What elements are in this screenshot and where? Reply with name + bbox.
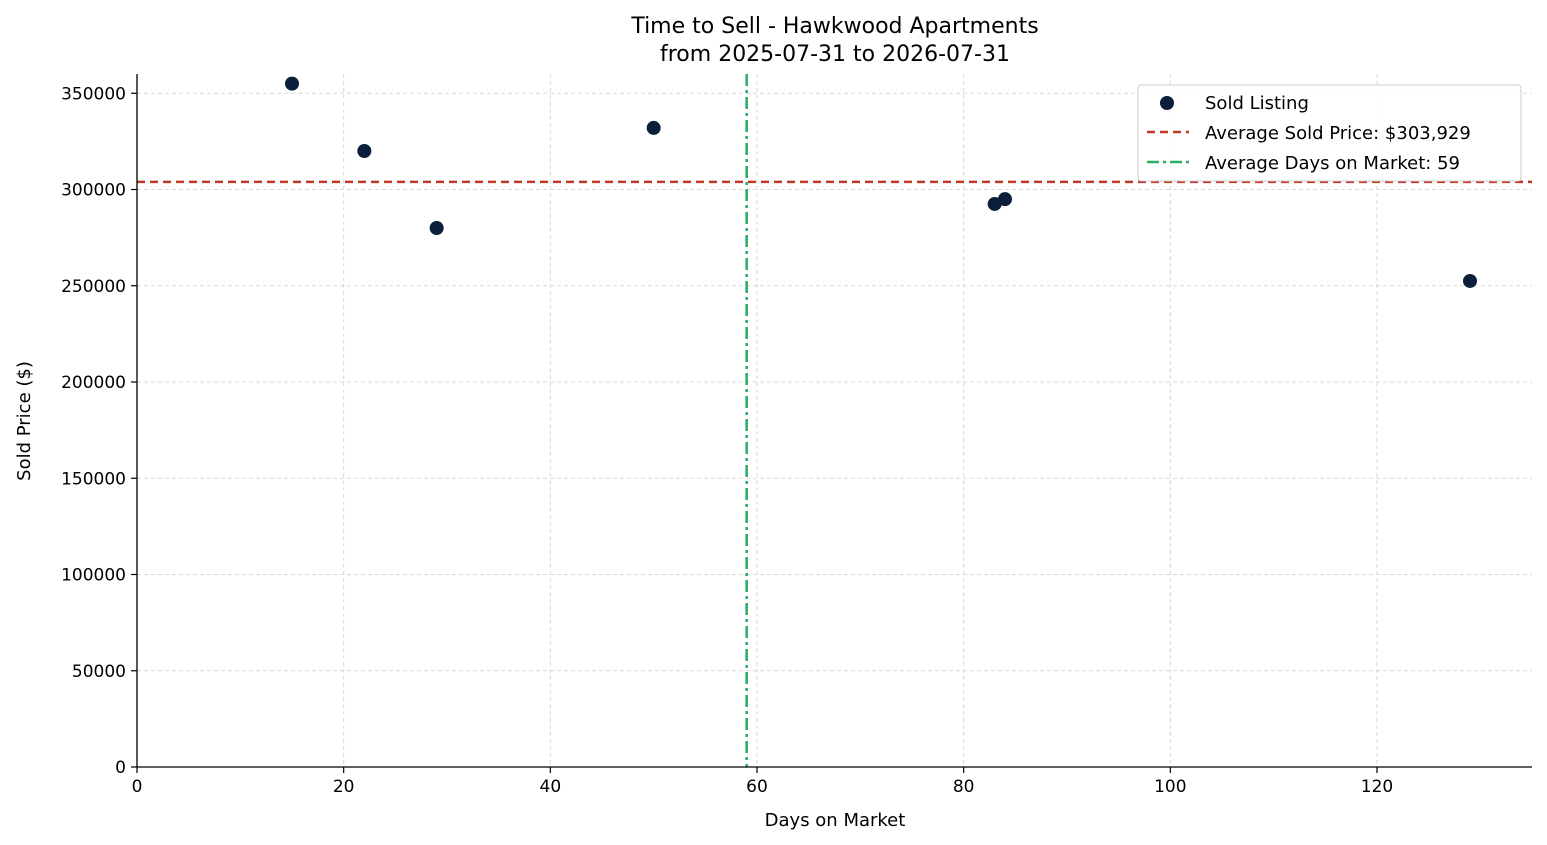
y-tick-label: 100000 [61, 566, 126, 586]
reference-lines [137, 74, 1532, 767]
grid [136, 74, 1532, 768]
data-point [285, 76, 299, 91]
data-point [646, 120, 661, 135]
x-tick-label: 80 [953, 777, 975, 797]
y-tick-label: 350000 [61, 84, 126, 104]
x-tick-label: 40 [540, 777, 562, 797]
x-tick-label: 100 [1154, 777, 1186, 797]
x-tick-label: 0 [132, 777, 143, 797]
data-points [285, 76, 1477, 288]
data-point [1463, 273, 1477, 288]
y-tick-label: 250000 [61, 277, 126, 297]
y-tick-label: 150000 [61, 469, 126, 489]
legend-marker-sold-listing [1160, 96, 1174, 110]
y-axis-label: Sold Price ($) [14, 361, 35, 481]
data-point [998, 192, 1012, 207]
legend: Sold Listing Average Sold Price: $303,92… [1137, 84, 1522, 182]
x-axis-label: Days on Market [765, 810, 906, 831]
x-tick-label: 120 [1361, 777, 1393, 797]
legend-box [1137, 84, 1522, 182]
y-tick-label: 0 [115, 758, 126, 778]
y-tick-label: 200000 [61, 373, 126, 393]
axes: 0 20 40 60 80 100 120 0 50000 100000 150000 200000 2… [61, 74, 1532, 797]
chart-subtitle: from 2025-07-31 to 2026-07-31 [660, 42, 1010, 67]
legend-label-sold-listing: Sold Listing [1205, 93, 1309, 114]
data-point [357, 144, 372, 158]
y-tick-label: 50000 [72, 662, 126, 682]
chart-title: Time to Sell - Hawkwood Apartments [630, 14, 1038, 39]
legend-label-avg-price: Average Sold Price: $303,929 [1205, 123, 1471, 144]
x-tick-label: 60 [746, 777, 768, 797]
legend-label-avg-days: Average Days on Market: 59 [1205, 153, 1460, 174]
x-tick-label: 20 [333, 777, 355, 797]
data-point [429, 221, 444, 235]
y-tick-label: 300000 [61, 181, 126, 201]
